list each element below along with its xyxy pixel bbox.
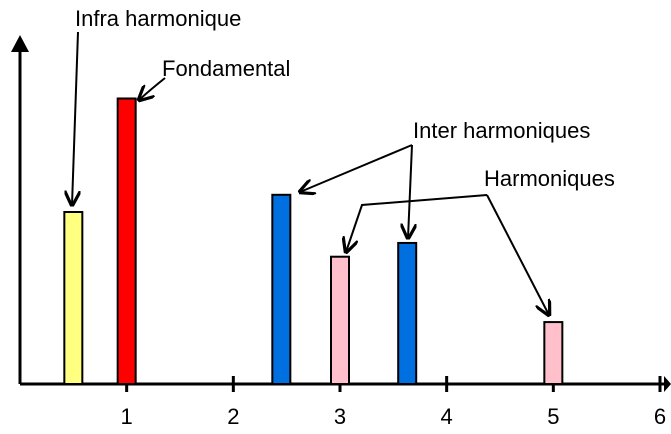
arrow	[300, 144, 413, 192]
bar	[271, 193, 292, 385]
y-axis-arrow	[11, 35, 29, 52]
x-tick-label: 5	[547, 404, 559, 429]
annotation: Inter harmoniques	[413, 118, 590, 143]
annotation: Harmoniques	[484, 166, 615, 191]
x-axis-arrow	[664, 376, 671, 392]
arrow	[486, 194, 549, 315]
x-tick-label: 6	[654, 404, 666, 429]
arrow	[72, 31, 78, 205]
arrow	[346, 194, 488, 252]
arrow	[408, 144, 412, 238]
annotation: Infra harmonique	[75, 6, 241, 31]
arrow	[139, 77, 166, 100]
bar	[63, 211, 84, 385]
bar	[397, 241, 418, 385]
x-tick-label: 2	[227, 404, 239, 429]
x-tick-label: 1	[121, 404, 133, 429]
bar	[116, 97, 137, 385]
bar	[543, 321, 564, 385]
bar	[330, 255, 350, 385]
annotation-arrows	[72, 31, 549, 315]
x-tick-label: 3	[334, 404, 346, 429]
x-tick-label: 4	[441, 404, 453, 429]
annotation: Fondamental	[162, 56, 290, 81]
